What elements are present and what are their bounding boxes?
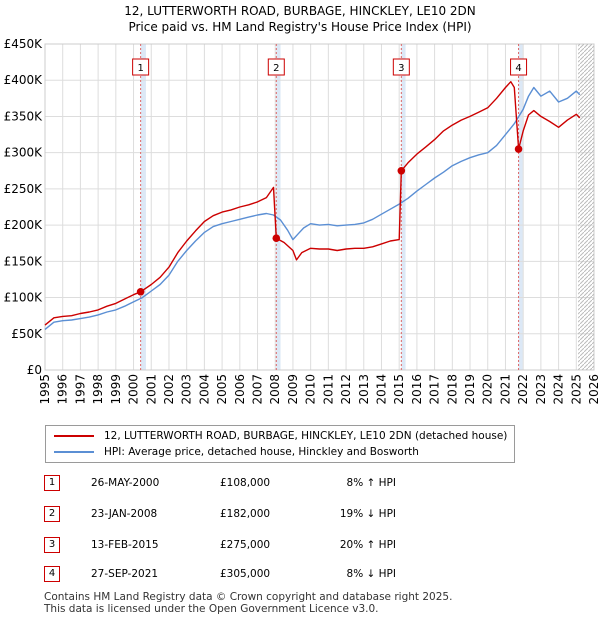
sale-number: 1 [44,475,60,491]
sale-hpi-change: 20% ↑ HPI [339,539,396,551]
x-tick-label: 2014 [374,374,388,405]
footer-copyright: Contains HM Land Registry data © Crown c… [44,591,453,603]
footer-licence: This data is licensed under the Open Gov… [44,603,379,615]
x-tick-label: 2026 [587,374,600,405]
sale-date: 13-FEB-2015 [91,539,159,551]
sale-point [272,234,281,242]
x-tick-label: 2019 [463,374,477,405]
x-tick-label: 2024 [552,374,566,405]
x-tick-label: 2013 [357,374,371,405]
y-tick-label: £150K [4,254,44,268]
sale-row: 3 13-FEB-2015 £275,000 20% ↑ HPI [44,537,464,555]
sale-number-box [510,58,528,76]
x-tick-label: 2003 [180,374,194,405]
x-tick-label: 2010 [304,374,318,405]
x-tick-label: 2022 [516,374,530,405]
y-tick-label: £450K [4,37,44,51]
sale-hpi-change: 8% ↓ HPI [346,568,396,580]
x-tick-label: 2016 [410,374,424,405]
x-tick-label: 1996 [56,374,70,405]
chart-subtitle: Price paid vs. HM Land Registry's House … [128,20,472,34]
sale-number-box [392,58,410,76]
sale-number-label: 4 [515,63,521,74]
x-tick-label: 2005 [215,374,229,405]
property-series-line [44,80,581,326]
sale-highlight-band [401,44,406,370]
sale-number: 3 [44,537,60,553]
x-tick-label: 1997 [73,374,87,405]
x-tick-label: 1995 [38,374,52,405]
chart-title: 12, LUTTERWORTH ROAD, BURBAGE, HINCKLEY,… [124,4,476,18]
x-tick-label: 2000 [127,374,141,405]
sale-number: 2 [44,506,60,522]
y-tick-label: £250K [4,182,44,196]
sale-row: 4 27-SEP-2021 £305,000 8% ↓ HPI [44,566,464,584]
plot-frame [44,43,595,371]
legend-label-property: 12, LUTTERWORTH ROAD, BURBAGE, HINCKLEY,… [104,430,508,442]
y-tick-label: £100K [4,291,44,305]
x-tick-label: 2015 [392,374,406,405]
x-tick-label: 2009 [286,374,300,405]
sale-point [397,166,406,175]
sale-date: 26-MAY-2000 [91,477,160,489]
x-tick-label: 2004 [197,374,211,405]
legend-item-property: 12, LUTTERWORTH ROAD, BURBAGE, HINCKLEY,… [54,428,507,444]
x-tick-label: 2007 [251,374,265,405]
x-tick-label: 2017 [428,374,442,405]
x-tick-label: 2018 [445,374,459,405]
sale-number-label: 3 [398,63,404,74]
sale-hpi-change: 8% ↑ HPI [346,477,396,489]
x-tick-label: 2006 [233,374,247,405]
forecast-hatch [578,44,594,370]
x-tick-label: 1999 [109,374,123,405]
y-tick-label: £350K [4,109,44,123]
x-tick-label: 1998 [91,374,105,405]
sale-row: 1 26-MAY-2000 £108,000 8% ↑ HPI [44,475,464,493]
x-tick-label: 2025 [569,374,583,405]
sale-point [514,145,523,153]
legend-item-hpi: HPI: Average price, detached house, Hinc… [54,444,419,460]
legend-swatch-property [54,435,94,437]
y-tick-label: £400K [4,73,44,87]
sale-highlight-band [140,44,146,370]
sale-price: £182,000 [220,508,271,520]
legend-swatch-hpi [54,451,94,453]
sale-highlight-band [276,44,281,370]
x-tick-label: 2011 [321,374,335,405]
hpi-series-line [44,86,581,330]
sale-number-box [132,58,150,76]
y-tick-label: £0 [27,363,42,377]
sale-number: 4 [44,566,60,582]
sale-price: £275,000 [220,539,271,551]
y-tick-label: £200K [4,218,44,232]
x-tick-label: 2012 [339,374,353,405]
y-tick-label: £300K [4,146,44,160]
sale-date: 23-JAN-2008 [91,508,158,520]
price-chart: 1 2 3 4 £0 £50K £100K £150K £200K £250K £300K £350… [4,37,600,405]
sale-hpi-change: 19% ↓ HPI [339,508,396,520]
sale-price: £108,000 [220,477,271,489]
sale-point [136,287,145,296]
sale-row: 2 23-JAN-2008 £182,000 19% ↓ HPI [44,506,464,524]
chart-legend: 12, LUTTERWORTH ROAD, BURBAGE, HINCKLEY,… [45,425,515,463]
sale-price: £305,000 [220,568,271,580]
sale-date: 27-SEP-2021 [91,568,159,580]
x-tick-label: 2020 [481,374,495,405]
sale-highlight-band [518,44,523,370]
legend-label-hpi: HPI: Average price, detached house, Hinc… [104,446,419,458]
x-tick-label: 2001 [144,374,158,405]
sale-number-box [267,58,285,76]
y-tick-label: £50K [11,327,43,341]
x-tick-label: 2021 [498,374,512,405]
x-tick-label: 2008 [268,374,282,405]
x-tick-label: 2023 [534,374,548,405]
sale-number-label: 1 [137,63,143,74]
sale-number-label: 2 [273,63,279,74]
x-tick-label: 2002 [162,374,176,405]
